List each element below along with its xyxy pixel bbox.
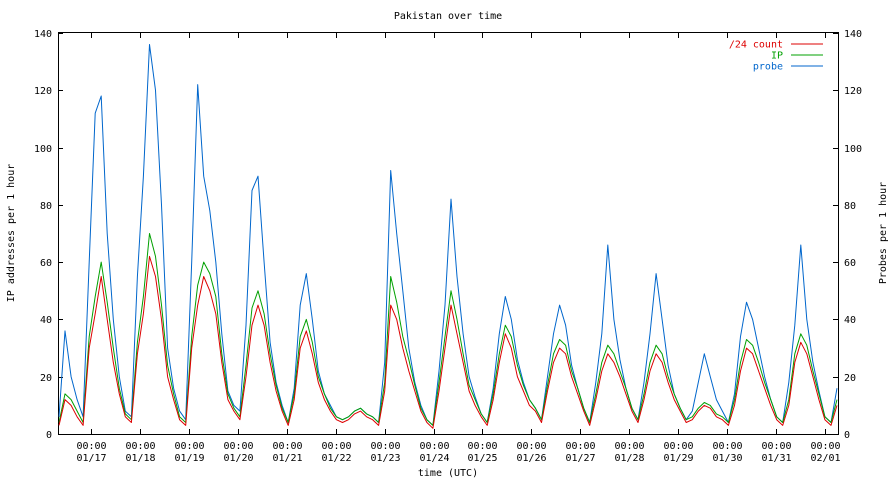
x-tick-date-label: 01/31 (761, 453, 791, 464)
y-tick-left-label: 0 (46, 430, 52, 441)
x-tick-time-label: 00:00 (712, 441, 742, 452)
x-tick-date-label: 01/30 (712, 453, 742, 464)
x-tick-date-label: 01/20 (223, 453, 253, 464)
y-tick-right-label: 0 (844, 430, 850, 441)
y-axis-right: 0 20 40 60 80 100 120 140 (833, 29, 862, 441)
series-line-probe (58, 44, 838, 426)
plot-frame (58, 32, 839, 435)
x-tick-time-label: 00:00 (321, 441, 351, 452)
x-tick-date-label: 01/25 (467, 453, 497, 464)
x-tick-date-label: 01/28 (614, 453, 644, 464)
y-tick-right-label: 60 (844, 258, 856, 269)
x-tick-date-label: 01/29 (663, 453, 693, 464)
x-tick-time-label: 00:00 (810, 441, 840, 452)
y-tick-left-label: 120 (34, 86, 52, 97)
y-tick-left-label: 80 (40, 201, 52, 212)
legend-label: probe (753, 62, 783, 73)
x-tick-time-label: 00:00 (663, 441, 693, 452)
y-tick-right-label: 80 (844, 201, 856, 212)
legend-label: IP (771, 51, 783, 62)
x-tick-time-label: 00:00 (272, 441, 302, 452)
y-tick-right-label: 140 (844, 29, 862, 40)
x-tick-time-label: 00:00 (614, 441, 644, 452)
y-tick-left-label: 20 (40, 373, 52, 384)
x-tick-time-label: 00:00 (174, 441, 204, 452)
x-tick-time-label: 00:00 (516, 441, 546, 452)
x-tick-date-label: 01/24 (419, 453, 449, 464)
x-tick-date-label: 01/22 (321, 453, 351, 464)
x-tick-time-label: 00:00 (467, 441, 497, 452)
chart-title: Pakistan over time (394, 11, 502, 22)
x-tick-date-label: 01/18 (125, 453, 155, 464)
series-line-ip (58, 233, 838, 426)
x-tick-date-label: 01/27 (565, 453, 595, 464)
x-tick-date-label: 01/19 (174, 453, 204, 464)
y-tick-right-label: 100 (844, 144, 862, 155)
x-tick-time-label: 00:00 (419, 441, 449, 452)
y-axis-left: 0 20 40 60 80 100 120 140 (34, 29, 63, 441)
legend-label: /24 count (729, 40, 783, 51)
x-axis-label: time (UTC) (418, 468, 478, 479)
x-axis: 00:0001/1700:0001/1800:0001/1900:0001/20… (76, 33, 841, 464)
y-tick-right-label: 120 (844, 86, 862, 97)
y-tick-right-label: 40 (844, 315, 856, 326)
x-tick-date-label: 02/01 (810, 453, 840, 464)
x-tick-time-label: 00:00 (761, 441, 791, 452)
y-axis-right-label: Probes per 1 hour (878, 182, 889, 284)
series-line-24-count (58, 255, 838, 429)
y-tick-left-label: 40 (40, 315, 52, 326)
y-tick-left-label: 140 (34, 29, 52, 40)
y-tick-right-label: 20 (844, 373, 856, 384)
x-tick-time-label: 00:00 (76, 441, 106, 452)
y-axis-left-label: IP addresses per 1 hour (6, 164, 17, 302)
y-tick-left-label: 100 (34, 144, 52, 155)
x-tick-date-label: 01/17 (76, 453, 106, 464)
x-tick-time-label: 00:00 (125, 441, 155, 452)
x-tick-date-label: 01/26 (516, 453, 546, 464)
x-tick-date-label: 01/23 (370, 453, 400, 464)
x-tick-time-label: 00:00 (370, 441, 400, 452)
y-tick-left-label: 60 (40, 258, 52, 269)
series-lines (58, 44, 838, 429)
x-tick-time-label: 00:00 (223, 441, 253, 452)
x-tick-date-label: 01/21 (272, 453, 302, 464)
x-tick-time-label: 00:00 (565, 441, 595, 452)
